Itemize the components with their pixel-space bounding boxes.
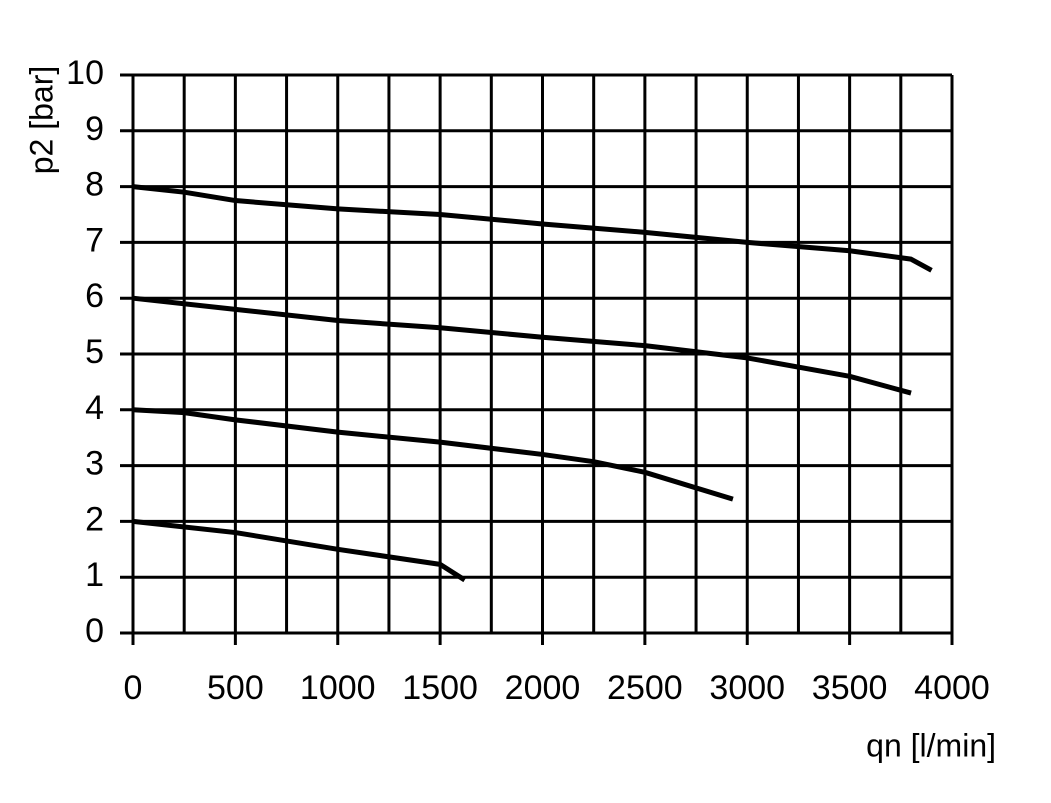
- y-tick-label: 3: [85, 445, 104, 483]
- x-axis-label: qn [l/min]: [866, 727, 996, 763]
- x-tick-label: 2000: [505, 669, 581, 707]
- y-tick-label: 10: [66, 54, 104, 92]
- data-line: [132, 184, 933, 273]
- x-tick-label: 3000: [709, 669, 785, 707]
- y-tick-label: 8: [85, 166, 104, 204]
- x-tick-label: 1000: [300, 669, 376, 707]
- data-line: [132, 295, 912, 396]
- y-tick-label: 1: [85, 556, 104, 594]
- data-line: [132, 518, 467, 583]
- x-tick-label: 500: [207, 669, 264, 707]
- x-tick-label: 3500: [812, 669, 888, 707]
- y-tick-label: 5: [85, 333, 104, 371]
- y-axis-label: p2 [bar]: [23, 66, 59, 175]
- x-tick-label: 1500: [402, 669, 478, 707]
- y-tick-label: 9: [85, 110, 104, 148]
- y-tick-label: 7: [85, 221, 104, 259]
- x-tick-label: 0: [124, 669, 143, 707]
- x-tick-label: 2500: [607, 669, 683, 707]
- data-line: [132, 407, 734, 502]
- y-tick-label: 0: [85, 612, 104, 650]
- y-tick-label: 6: [85, 277, 104, 315]
- y-tick-label: 2: [85, 500, 104, 538]
- x-tick-label: 4000: [914, 669, 990, 707]
- y-tick-label: 4: [85, 389, 104, 427]
